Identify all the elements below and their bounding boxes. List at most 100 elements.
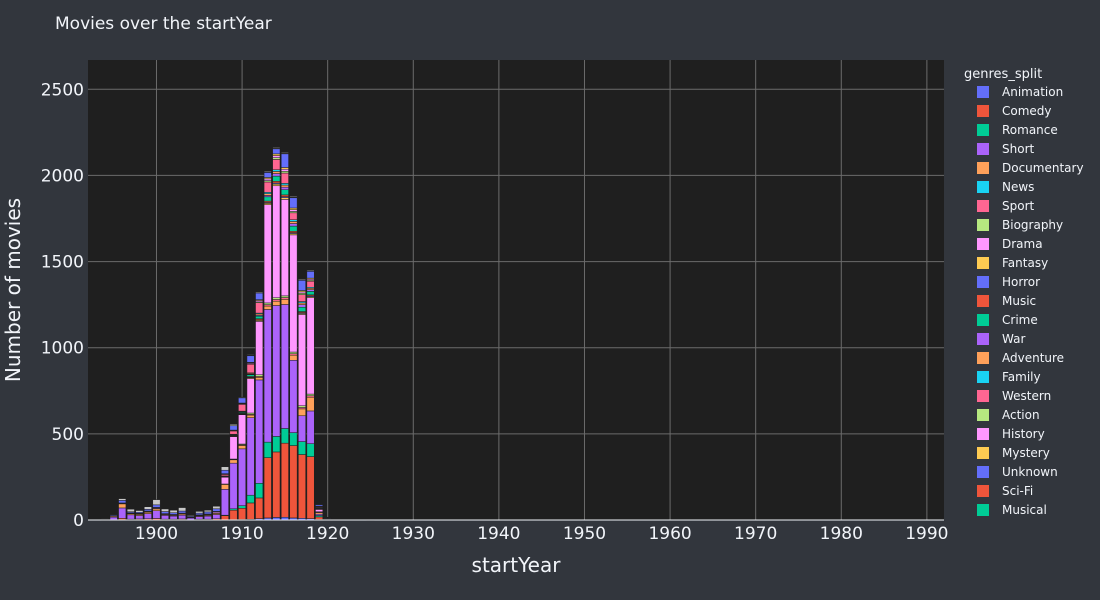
bar-segment [195, 516, 204, 520]
legend-label: Crime [1002, 313, 1038, 327]
legend-item[interactable]: History [977, 427, 1045, 441]
legend-item[interactable]: Comedy [977, 104, 1052, 118]
bar-segment [255, 292, 264, 300]
plot-background [88, 60, 944, 520]
legend-item[interactable]: Sport [977, 199, 1035, 213]
bar-segment [118, 503, 127, 509]
bar-segment [246, 502, 255, 520]
bar-segment [272, 436, 281, 453]
legend-item[interactable]: Horror [977, 275, 1040, 289]
bar-segment [186, 517, 195, 520]
y-tick-label: 1000 [41, 339, 84, 359]
legend-item[interactable]: Musical [977, 503, 1047, 517]
bar-segment [263, 305, 272, 310]
bar-segment [109, 516, 118, 520]
bar-segment [298, 405, 306, 408]
bar-segment [263, 170, 272, 173]
bar-segment [272, 159, 281, 170]
bar-segment [161, 508, 169, 512]
bar-segment [263, 204, 272, 304]
legend-item[interactable]: Biography [977, 218, 1063, 232]
legend-item[interactable]: Short [977, 142, 1034, 156]
legend-label: Musical [1002, 503, 1047, 517]
bar-segment [246, 417, 255, 496]
legend-item[interactable]: Unknown [977, 465, 1058, 479]
chart-title: Movies over the startYear [55, 14, 272, 34]
bar-segment [178, 507, 187, 512]
legend-swatch [977, 314, 989, 326]
legend-label: Romance [1002, 123, 1058, 137]
bar-segment [221, 483, 229, 490]
legend-item[interactable]: Fantasy [977, 256, 1048, 270]
bar-segment [289, 432, 298, 446]
legend-item[interactable]: Western [977, 389, 1051, 403]
bar-segment [255, 379, 264, 484]
bar-segment [101, 518, 110, 520]
x-tick-label: 1900 [135, 524, 178, 544]
legend-swatch [977, 181, 989, 193]
legend-item[interactable]: Romance [977, 123, 1058, 137]
legend-swatch [977, 219, 989, 231]
bar-segment [255, 377, 264, 381]
legend-label: History [1002, 427, 1045, 441]
bar-segment [280, 152, 289, 154]
legend-label: Short [1002, 142, 1034, 156]
legend-item[interactable]: Crime [977, 313, 1038, 327]
x-tick-label: 1960 [648, 524, 691, 544]
legend-label: Drama [1002, 237, 1043, 251]
bar-segment [289, 351, 298, 354]
bar-segment [263, 309, 272, 443]
bar-segment [272, 147, 281, 149]
bar-segment [306, 270, 315, 279]
bar-segment [229, 436, 238, 460]
legend-swatch [977, 86, 989, 98]
bar-segment [272, 185, 281, 299]
bar-segment [289, 196, 298, 198]
bar-segment [143, 513, 152, 520]
legend-item[interactable]: Adventure [977, 351, 1064, 365]
bar-segment [272, 171, 281, 174]
bar-segment [306, 289, 315, 292]
legend-swatch [977, 352, 989, 364]
legend-label: Sport [1002, 199, 1035, 213]
bar-segment [272, 157, 281, 160]
x-tick-label: 1990 [905, 524, 948, 544]
x-tick-labels: 1900 1910 1920 1930 1940 1950 1960 1970 1980 1990 [135, 524, 949, 544]
bar-segment [221, 489, 229, 516]
bar-segment [272, 299, 281, 302]
legend-item[interactable]: Animation [977, 85, 1063, 99]
x-tick-label: 1930 [392, 524, 435, 544]
legend-item[interactable]: Sci-Fi [977, 484, 1033, 498]
bar-segment [280, 184, 289, 188]
bar-segment [306, 393, 315, 397]
legend-item[interactable]: Family [977, 370, 1041, 384]
bar-segment [272, 181, 281, 184]
bar-segment [280, 304, 289, 429]
bar-segment [143, 506, 152, 510]
bar-segment [280, 295, 289, 298]
bar-segment [161, 511, 169, 514]
legend-item[interactable]: War [977, 332, 1025, 346]
bar-segment [118, 498, 127, 501]
bar-segment [255, 321, 264, 376]
bar-segment [306, 443, 315, 457]
y-tick-label: 0 [73, 511, 84, 531]
legend-swatch [977, 257, 989, 269]
legend-item[interactable]: Drama [977, 237, 1043, 251]
legend-item[interactable]: Action [977, 408, 1040, 422]
legend-item[interactable]: News [977, 180, 1034, 194]
legend-label: Unknown [1002, 465, 1058, 479]
legend-item[interactable]: Music [977, 294, 1036, 308]
bar-segment [126, 508, 135, 512]
legend-swatch [977, 105, 989, 117]
legend-swatch [977, 428, 989, 440]
legend-swatch [977, 371, 989, 383]
legend-item[interactable]: Documentary [977, 161, 1084, 175]
y-tick-label: 2500 [41, 80, 84, 100]
bar-segment [238, 445, 247, 450]
legend-item[interactable]: Mystery [977, 446, 1050, 460]
bar-segment [135, 510, 144, 513]
bar-segment [152, 504, 161, 508]
legend-label: Biography [1002, 218, 1063, 232]
bar-segment [238, 403, 247, 412]
